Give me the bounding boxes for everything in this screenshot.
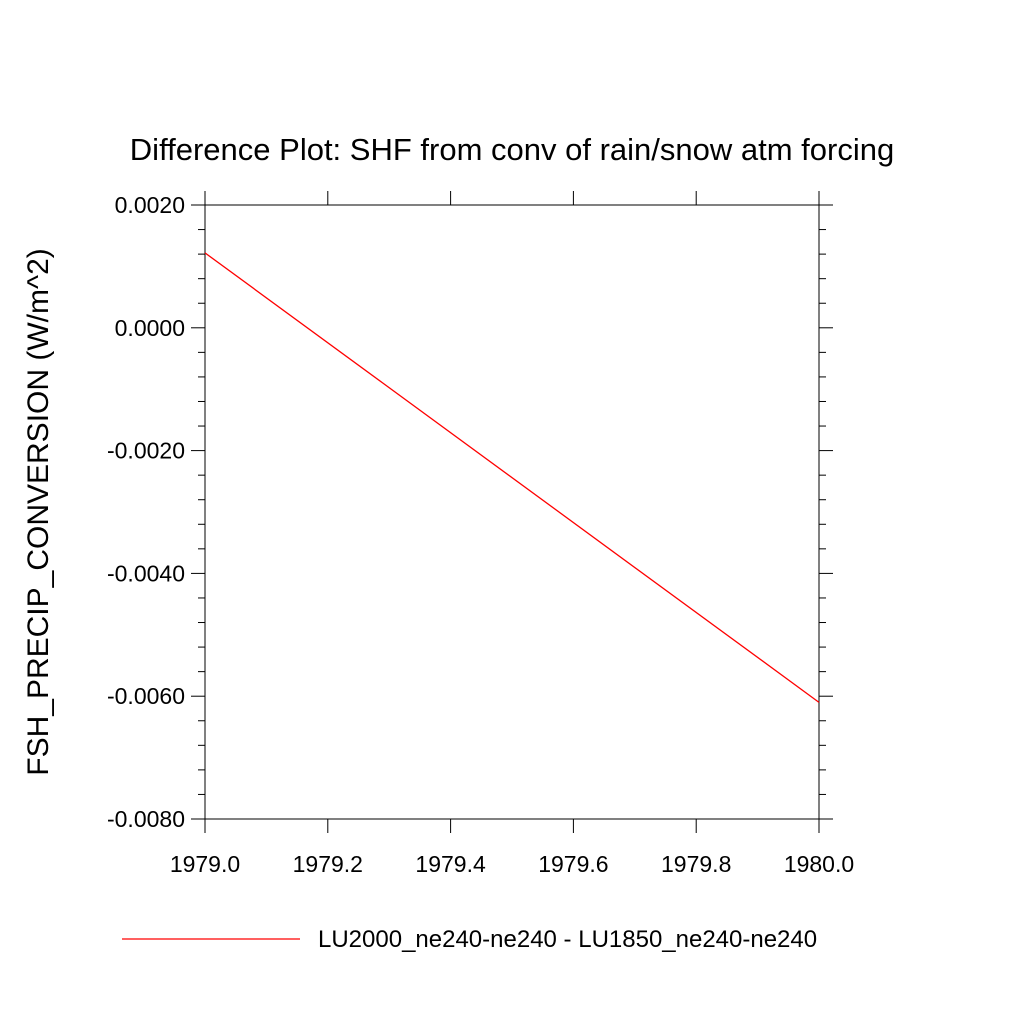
x-tick-label: 1979.4 [415,851,486,877]
y-tick-label: -0.0020 [107,438,185,464]
y-tick-label: 0.0000 [115,315,185,341]
y-tick-label: -0.0060 [107,683,185,709]
y-tick-label: -0.0040 [107,560,185,586]
chart-title: Difference Plot: SHF from conv of rain/s… [130,132,894,167]
x-tick-label: 1980.0 [784,851,854,877]
y-tick-label: 0.0020 [115,192,185,218]
x-tick-label: 1979.8 [661,851,731,877]
y-axis-label: FSH_PRECIP_CONVERSION (W/m^2) [22,248,55,775]
y-tick-label: -0.0080 [107,806,185,832]
legend: LU2000_ne240-ne240 - LU1850_ne240-ne240 [122,926,817,953]
series-line [204,252,820,703]
x-tick-label: 1979.6 [538,851,608,877]
x-axis-ticks: 1979.0 1979.2 1979.4 1979.6 1979.8 1980.0 [170,191,854,877]
x-tick-label: 1979.0 [170,851,240,877]
series-layer [204,252,820,703]
plot-frame [204,204,820,820]
x-tick-label: 1979.2 [293,851,363,877]
legend-label: LU2000_ne240-ne240 - LU1850_ne240-ne240 [318,926,817,953]
y-axis-ticks: 0.0020 0.0000 -0.0020 -0.0040 -0.0060 -0.0080 [107,192,833,832]
